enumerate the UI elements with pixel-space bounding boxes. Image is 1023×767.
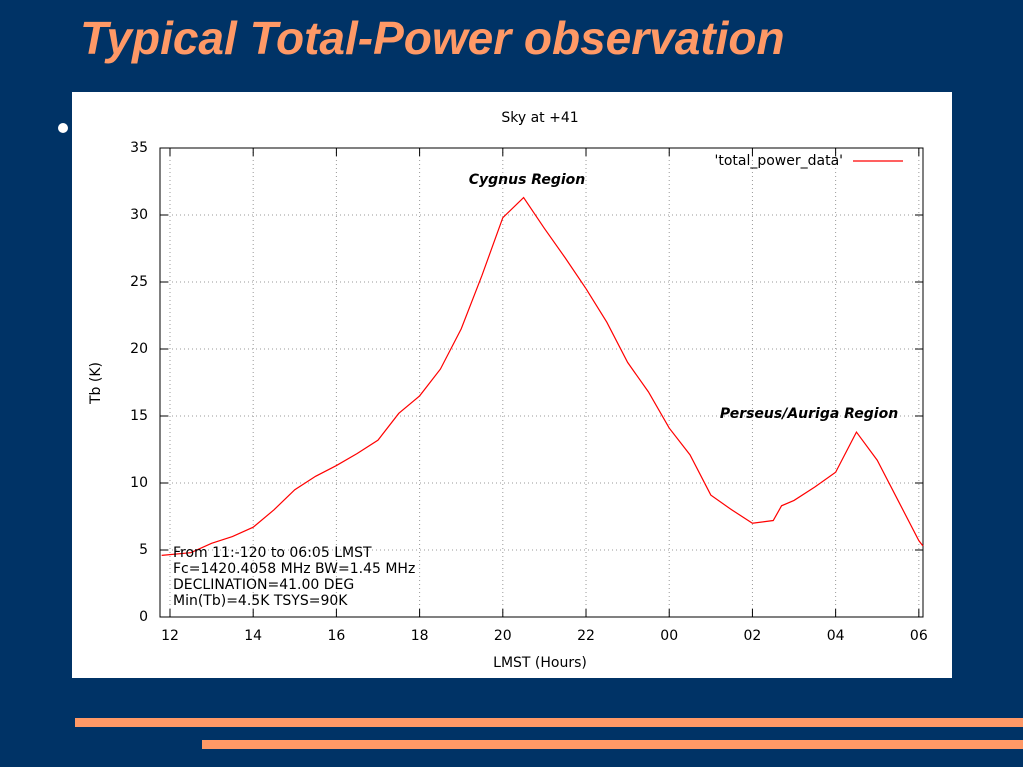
x-tick-label: 00 — [660, 628, 678, 644]
chart-title: Sky at +41 — [501, 110, 578, 126]
x-tick-label: 06 — [910, 628, 928, 644]
y-axis-label: Tb (K) — [88, 362, 104, 405]
y-tick-label: 5 — [139, 542, 148, 558]
x-tick-label: 22 — [577, 628, 595, 644]
y-tick-label: 30 — [130, 207, 148, 223]
y-tick-label: 15 — [130, 408, 148, 424]
annotation: Perseus/Auriga Region — [720, 406, 898, 422]
legend-label: 'total_power_data' — [714, 153, 843, 169]
chart: Sky at +41 LMST (Hours) Tb (K) 0 5 10 15 20 2… — [72, 92, 952, 678]
note: Min(Tb)=4.5K TSYS=90K — [173, 593, 348, 609]
x-tick-label: 12 — [161, 628, 179, 644]
plot-frame — [159, 147, 924, 618]
x-tick-label: 20 — [494, 628, 512, 644]
note: Fc=1420.4058 MHz BW=1.45 MHz — [173, 561, 415, 577]
bullet — [58, 123, 68, 133]
y-tick-label: 20 — [130, 341, 148, 357]
chart-background — [72, 92, 952, 678]
y-tick-label: 35 — [130, 140, 148, 156]
deco-line — [75, 718, 1023, 727]
annotation: Cygnus Region — [469, 172, 586, 188]
note: DECLINATION=41.00 DEG — [173, 577, 354, 593]
y-tick-label: 10 — [130, 475, 148, 491]
x-tick-label: 04 — [827, 628, 845, 644]
y-tick-label: 25 — [130, 274, 148, 290]
x-tick-label: 02 — [744, 628, 762, 644]
slide-title: Typical Total-Power observation — [80, 12, 785, 64]
y-tick-label: 0 — [139, 609, 148, 625]
x-axis-label: LMST (Hours) — [493, 655, 587, 671]
x-tick-label: 14 — [244, 628, 262, 644]
deco-line — [202, 740, 1023, 749]
note: From 11:-120 to 06:05 LMST — [173, 545, 372, 561]
data-line — [161, 196, 924, 556]
x-tick-label: 18 — [411, 628, 429, 644]
x-tick-label: 16 — [327, 628, 345, 644]
